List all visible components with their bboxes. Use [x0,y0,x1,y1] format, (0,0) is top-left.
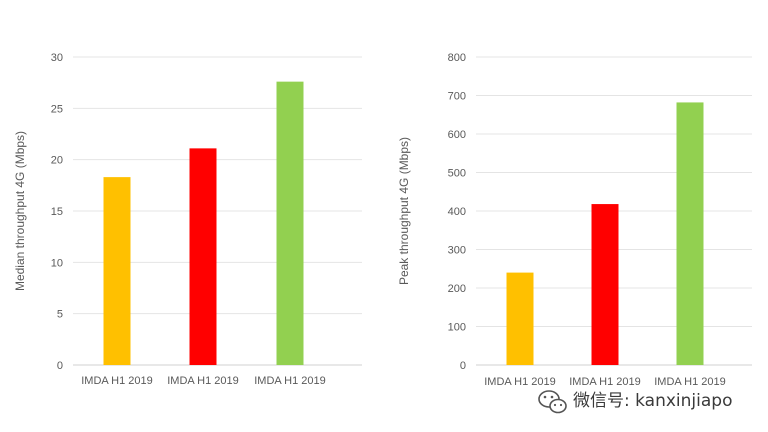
x-category-label: IMDA H1 2019 [167,375,239,387]
x-category-label: IMDA H1 2019 [81,375,153,387]
y-tick-label: 500 [448,168,466,180]
watermark: 微信号: kanxinjiapo [538,390,732,414]
y-tick-label: 300 [448,245,466,257]
y-tick-label: 600 [448,129,466,141]
wechat-icon [538,390,567,414]
x-category-label: IMDA H1 2019 [654,376,726,388]
y-tick-label: 30 [51,52,63,64]
y-tick-label: 200 [448,283,466,295]
y-tick-label: 5 [57,309,63,321]
y-axis-label: Peak throughput 4G (Mbps) [397,137,411,285]
bar [103,177,131,365]
bar [591,204,619,365]
y-tick-label: 100 [448,322,466,334]
y-tick-label: 700 [448,91,466,103]
x-category-label: IMDA H1 2019 [569,376,641,388]
median-throughput-chart: 0 5 10 15 20 25 30 IMDA H1 2019 IMDA H1 2019 IMDA… [13,52,362,387]
y-tick-label: 20 [51,155,63,167]
bar [189,148,217,365]
y-tick-label: 800 [448,52,466,64]
x-category-label: IMDA H1 2019 [484,376,556,388]
peak-throughput-chart: 0 100 200 300 400 500 600 700 800 IMDA H1 2019 IMD… [397,52,752,388]
y-tick-label: 10 [51,257,63,269]
bar [506,272,534,365]
watermark-text: 微信号: kanxinjiapo [573,391,732,411]
x-category-label: IMDA H1 2019 [254,375,326,387]
bar [276,81,304,365]
y-tick-label: 25 [51,103,63,115]
bar [676,102,704,366]
y-axis-label: Median throughput 4G (Mbps) [13,131,27,291]
y-tick-label: 15 [51,206,63,218]
y-tick-label: 400 [448,206,466,218]
y-tick-label: 0 [460,360,466,372]
y-tick-label: 0 [57,360,63,372]
